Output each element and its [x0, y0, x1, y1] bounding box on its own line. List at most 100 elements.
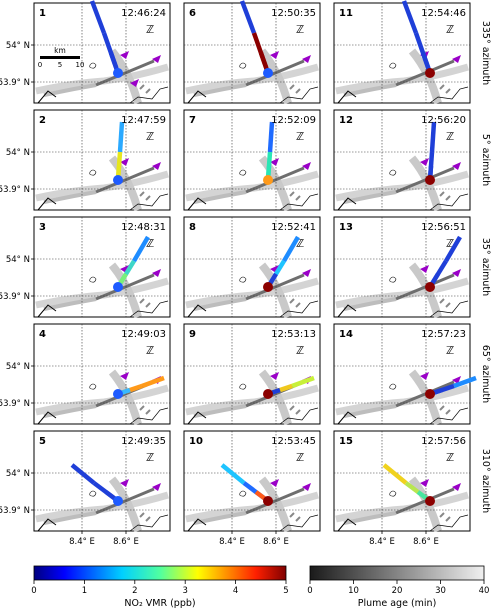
map-coastline [279, 514, 319, 532]
y-tick-label: 54° N [6, 148, 30, 158]
x-tick-label: 8.4° E [219, 537, 245, 547]
map-harbour [289, 84, 301, 94]
map-island [89, 276, 97, 283]
panel-time: 12:53:13 [271, 329, 316, 340]
ship-marker [152, 269, 161, 277]
map-coastline [279, 86, 319, 104]
map-ship-track [43, 511, 97, 525]
y-axis: 54° N 53.9° N 54° N 53.9° N 54° N 53.9° N 54° … [0, 41, 34, 516]
panel-14: ℤ 14 12:57:23 [333, 323, 477, 426]
colorbar-tick-label: 1 [82, 586, 87, 596]
source-point [113, 68, 123, 78]
map-island [239, 62, 247, 69]
panel-7: ℤ 7 12:52:09 [183, 109, 321, 212]
scalebar-tick: 10 [76, 61, 85, 69]
map-coastline [129, 86, 169, 104]
x-tick-label: 8.4° E [369, 537, 395, 547]
y-tick-label: 53.9° N [0, 506, 30, 516]
colorbar-tick-label: 4 [233, 586, 238, 596]
panel-6: ℤ 6 12:50:35 [183, 0, 321, 105]
map-harbour [139, 512, 151, 522]
map-symbol: ℤ [446, 451, 454, 464]
y-tick-label: 54° N [6, 255, 30, 265]
ship-marker [302, 162, 311, 170]
panel-time: 12:52:09 [271, 115, 316, 126]
panel-time: 12:54:46 [421, 8, 466, 19]
source-point [113, 389, 123, 399]
ship-marker [420, 158, 429, 166]
map-island [89, 383, 97, 390]
panel-time: 12:56:51 [421, 222, 466, 233]
ship-marker [120, 51, 129, 59]
source-point [263, 175, 273, 185]
colorbar-age-bar [309, 565, 485, 581]
map-symbol: ℤ [446, 23, 454, 36]
map-harbour [139, 405, 151, 415]
colorbar-no2: 0 1 2 3 4 5 NO₂ VMR (ppb) [31, 565, 289, 609]
map-symbol: ℤ [146, 130, 154, 143]
ship-marker [120, 479, 129, 487]
ship-marker [452, 162, 461, 170]
x-tick-label: 8.6° E [263, 537, 289, 547]
map-ship-track-recent [95, 487, 155, 515]
map-coastline [129, 300, 169, 318]
colorbar-tick-label: 5 [283, 586, 288, 596]
map-symbol: ℤ [296, 451, 304, 464]
colorbar-tick-label: 3 [182, 586, 187, 596]
source-point [425, 496, 435, 506]
map-island [239, 383, 247, 390]
map-coastline [37, 304, 57, 318]
map-symbol: ℤ [146, 237, 154, 250]
panel-number: 2 [39, 115, 46, 126]
source-point [425, 282, 435, 292]
panel-time: 12:57:23 [421, 329, 466, 340]
x-axis: 8.4° E 8.6° E 8.4° E 8.6° E 8.4° E 8.6° E [69, 531, 439, 547]
map-ship-track [43, 83, 97, 97]
ship-marker [270, 372, 279, 380]
map-harbour [439, 298, 451, 308]
ship-marker [420, 372, 429, 380]
panel-time: 12:53:45 [271, 436, 316, 447]
map-harbour [439, 191, 451, 201]
ship-marker [270, 51, 279, 59]
plume-segment [282, 235, 300, 263]
map-ship-track [43, 404, 97, 418]
scalebar-bar [40, 56, 80, 59]
panel-number: 13 [339, 222, 353, 233]
map-ship-track [43, 297, 97, 311]
map-coastline [187, 518, 207, 532]
map-coastline [129, 407, 169, 425]
y-tick-label: 53.9° N [0, 185, 30, 195]
colorbar-tick-label: 40 [479, 586, 490, 596]
panel-11: ℤ 11 12:54:46 [333, 0, 471, 105]
source-point [113, 496, 123, 506]
colorbar-no2-bar [33, 565, 287, 581]
map-harbour [139, 191, 151, 201]
y-tick-label: 53.9° N [0, 292, 30, 302]
panel-time: 12:46:24 [121, 8, 166, 19]
y-tick-label: 54° N [6, 362, 30, 372]
y-tick-label: 54° N [6, 469, 30, 479]
map-coastline [187, 90, 207, 104]
plume-segment [401, 0, 419, 34]
panel-3: ℤ 3 12:48:31 [33, 216, 171, 319]
map-coastline [37, 90, 57, 104]
plume-segment [429, 121, 437, 153]
panel-1: ℤ 1 12:46:24 km 0 5 10 [33, 0, 171, 105]
map-ship-track [343, 83, 397, 97]
colorbar-tick-label: 30 [435, 586, 446, 596]
panel-10: ℤ 10 12:53:45 [183, 430, 321, 533]
source-point [425, 389, 435, 399]
map-coastline [429, 193, 469, 211]
ship-marker [152, 55, 161, 63]
map-symbol: ℤ [446, 344, 454, 357]
ship-marker [152, 162, 161, 170]
plume-segment [239, 0, 257, 34]
scalebar: km 0 5 10 [38, 46, 85, 69]
map-coastline [337, 197, 357, 211]
map-coastline [429, 300, 469, 318]
map-ship-track [343, 511, 397, 525]
map-ship-track [343, 297, 397, 311]
panel-number: 7 [189, 115, 196, 126]
source-point [263, 282, 273, 292]
